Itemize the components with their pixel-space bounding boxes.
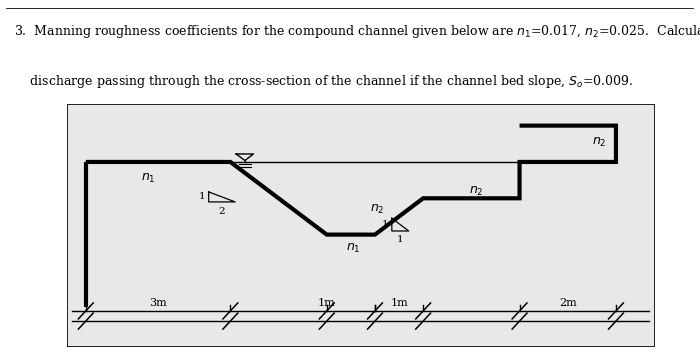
Text: 1: 1 [382,220,388,229]
Text: $n_1$: $n_1$ [141,172,156,185]
FancyBboxPatch shape [66,104,654,347]
Text: 1m: 1m [318,298,335,308]
Text: $n_1$: $n_1$ [346,242,360,255]
Text: 2: 2 [218,207,225,216]
Text: $n_2$: $n_2$ [592,135,606,149]
Text: $n_2$: $n_2$ [469,184,484,198]
Text: 2m: 2m [559,298,577,308]
Text: $n_2$: $n_2$ [370,203,384,216]
Text: 3m: 3m [149,298,167,308]
Text: 1: 1 [199,193,205,202]
Text: discharge passing through the cross-section of the channel if the channel bed sl: discharge passing through the cross-sect… [14,73,634,90]
Text: 1: 1 [397,235,404,245]
Text: 1m: 1m [390,298,408,308]
Text: 3.  Manning roughness coefficients for the compound channel given below are $n_1: 3. Manning roughness coefficients for th… [14,23,700,40]
